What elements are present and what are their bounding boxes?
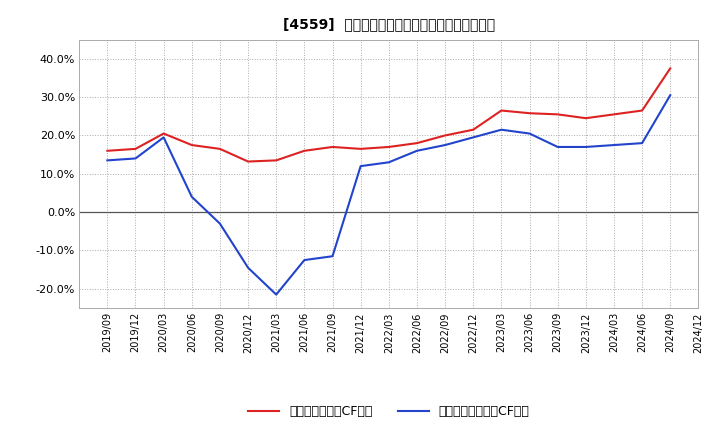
Title: [4559]  有利子負債キャッシュフロー比率の推移: [4559] 有利子負債キャッシュフロー比率の推移	[283, 18, 495, 32]
有利子負債営業CF比率	[582, 116, 590, 121]
有利子負債フリーCF比率	[441, 143, 449, 148]
有利子負債営業CF比率	[384, 144, 393, 150]
有利子負債営業CF比率	[610, 112, 618, 117]
有利子負債フリーCF比率	[582, 144, 590, 150]
有利子負債営業CF比率	[554, 112, 562, 117]
有利子負債営業CF比率	[413, 140, 421, 146]
有利子負債営業CF比率	[215, 146, 224, 151]
有利子負債営業CF比率	[356, 146, 365, 151]
有利子負債営業CF比率	[300, 148, 309, 154]
有利子負債営業CF比率	[244, 159, 253, 164]
有利子負債営業CF比率	[272, 158, 281, 163]
有利子負債営業CF比率	[525, 110, 534, 116]
有利子負債フリーCF比率	[300, 257, 309, 263]
有利子負債フリーCF比率	[356, 164, 365, 169]
有利子負債フリーCF比率	[638, 140, 647, 146]
有利子負債フリーCF比率	[103, 158, 112, 163]
有利子負債フリーCF比率	[328, 253, 337, 259]
有利子負債営業CF比率	[441, 133, 449, 138]
有利子負債フリーCF比率	[187, 194, 196, 199]
有利子負債営業CF比率	[497, 108, 505, 113]
有利子負債フリーCF比率	[384, 160, 393, 165]
Line: 有利子負債営業CF比率: 有利子負債営業CF比率	[107, 68, 670, 161]
有利子負債フリーCF比率	[497, 127, 505, 132]
Legend: 有利子負債営業CF比率, 有利子負債フリーCF比率: 有利子負債営業CF比率, 有利子負債フリーCF比率	[243, 400, 535, 423]
有利子負債フリーCF比率	[413, 148, 421, 154]
有利子負債営業CF比率	[469, 127, 477, 132]
有利子負債フリーCF比率	[610, 143, 618, 148]
有利子負債フリーCF比率	[131, 156, 140, 161]
有利子負債フリーCF比率	[159, 135, 168, 140]
有利子負債営業CF比率	[638, 108, 647, 113]
有利子負債フリーCF比率	[215, 221, 224, 226]
有利子負債フリーCF比率	[469, 135, 477, 140]
有利子負債フリーCF比率	[554, 144, 562, 150]
有利子負債営業CF比率	[666, 66, 675, 71]
有利子負債フリーCF比率	[666, 92, 675, 98]
有利子負債フリーCF比率	[272, 292, 281, 297]
有利子負債営業CF比率	[131, 146, 140, 151]
有利子負債フリーCF比率	[525, 131, 534, 136]
有利子負債営業CF比率	[159, 131, 168, 136]
有利子負債営業CF比率	[328, 144, 337, 150]
有利子負債フリーCF比率	[244, 265, 253, 270]
Line: 有利子負債フリーCF比率: 有利子負債フリーCF比率	[107, 95, 670, 295]
有利子負債営業CF比率	[187, 143, 196, 148]
有利子負債営業CF比率	[103, 148, 112, 154]
